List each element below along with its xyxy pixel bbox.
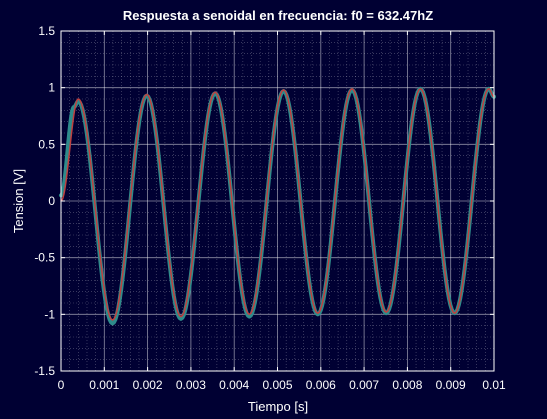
y-tick-label: 0	[48, 194, 55, 208]
y-axis-ticks: -1.5 -1 -0.5 0 0.5 1 1.5	[34, 24, 494, 378]
y-tick-label: 0.5	[38, 137, 55, 151]
x-axis-label: Tiempo [s]	[248, 399, 308, 414]
series-line-input	[60, 88, 495, 321]
x-tick-label: 0.005	[262, 378, 292, 392]
chart-title: Respuesta a senoidal en frecuencia: f0 =…	[123, 8, 433, 23]
series-layer	[59, 86, 496, 326]
x-tick-label: 0.004	[219, 378, 249, 392]
x-tick-label: 0.006	[306, 378, 336, 392]
x-tick-label: 0	[58, 378, 65, 392]
x-tick-label: 0.003	[176, 378, 206, 392]
x-axis-ticks: 0 0.001 0.002 0.003 0.004 0.005 0.006 0.007 0.00…	[58, 31, 506, 392]
x-tick-label: 0.007	[349, 378, 379, 392]
x-tick-label: 0.01	[482, 378, 506, 392]
y-tick-label: 1	[48, 81, 55, 95]
x-tick-label: 0.001	[89, 378, 119, 392]
y-axis-label: Tension [V]	[11, 169, 26, 233]
y-tick-label: 1.5	[38, 24, 55, 38]
y-tick-label: -1	[44, 307, 55, 321]
x-tick-label: 0.009	[436, 378, 466, 392]
y-tick-label: -0.5	[34, 251, 55, 265]
x-tick-label: 0.002	[133, 378, 163, 392]
x-tick-label: 0.008	[392, 378, 422, 392]
y-tick-label: -1.5	[34, 364, 55, 378]
